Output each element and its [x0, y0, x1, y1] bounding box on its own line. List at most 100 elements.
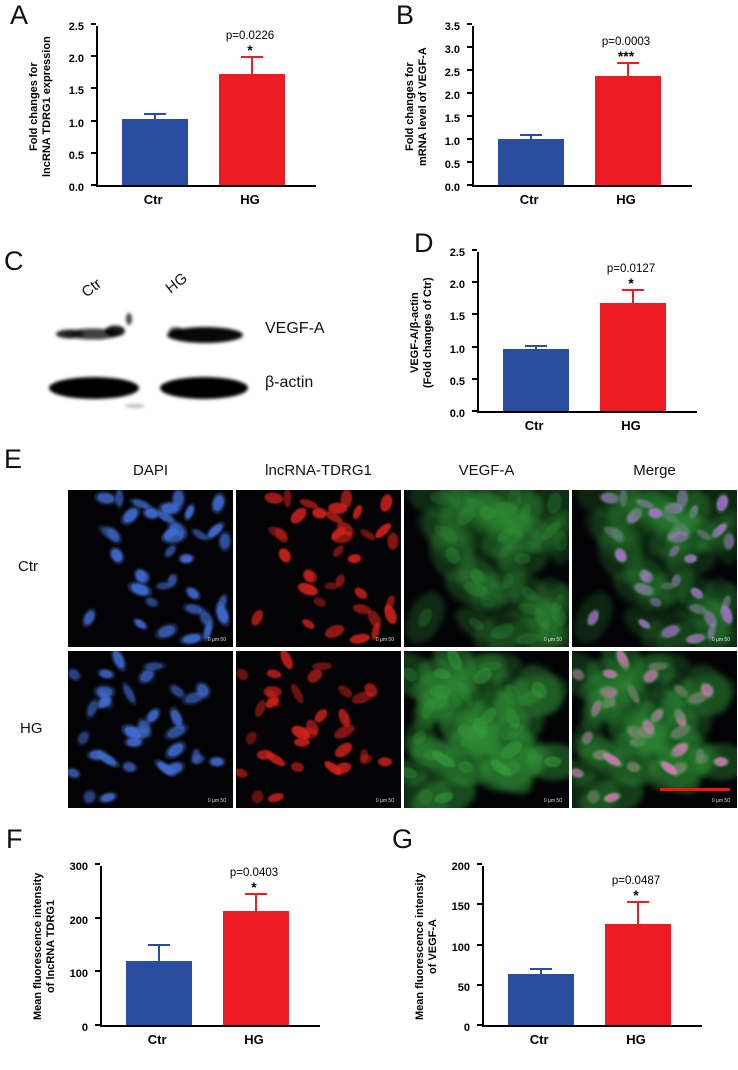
- y-tick-mark: [472, 345, 477, 348]
- panel-E-letter: E: [4, 444, 24, 474]
- bar-ctr: [508, 974, 575, 1025]
- bar-hg: [223, 911, 289, 1025]
- svg-text:0 µm 50: 0 µm 50: [376, 798, 394, 804]
- y-tick-label: 2.0: [444, 90, 460, 102]
- y-tick-mark: [472, 313, 477, 316]
- svg-text:0 µm 50: 0 µm 50: [712, 798, 730, 804]
- plot-area: [477, 863, 702, 1027]
- error-bar-stem: [154, 114, 157, 122]
- y-tick-mark: [477, 983, 482, 986]
- column-header-dapi: DAPI: [132, 462, 168, 479]
- significance-stars: ***: [617, 48, 635, 65]
- p-value-label: p=0.0403: [229, 866, 279, 879]
- y-tick-label: 3.5: [444, 21, 460, 33]
- y-tick-mark: [467, 115, 472, 117]
- significance-stars: *: [628, 274, 634, 291]
- panel-D-letter: D: [414, 228, 435, 258]
- y-tick-label: 0.0: [444, 182, 460, 194]
- significance-stars: *: [247, 41, 253, 58]
- x-category-label: Ctr: [524, 418, 544, 433]
- y-tick-mark: [467, 92, 472, 94]
- micro-image-hg-vegfa: 0 µm 50: [404, 651, 569, 808]
- y-tick-mark: [91, 151, 96, 154]
- bar-chart-vegfa-mrna: Fold changes for mRNA level of VEGF-A 0.0 0…: [400, 10, 720, 215]
- micro-image-hg-merge: 0 µm 50: [572, 651, 737, 808]
- error-bar-stem: [251, 57, 253, 77]
- svg-text:0 µm 50: 0 µm 50: [544, 637, 562, 643]
- row-label-hg: HG: [20, 720, 43, 737]
- y-tick-mark: [477, 903, 482, 906]
- bar-ctr: [122, 119, 189, 185]
- y-tick-mark: [95, 970, 100, 973]
- panel-A-letter: A: [10, 0, 30, 30]
- panel-G-letter: G: [392, 824, 415, 854]
- row-label-ctr: Ctr: [18, 558, 38, 575]
- bar-hg: [605, 924, 671, 1025]
- x-category-label: HG: [244, 1032, 264, 1047]
- error-bar-stem: [627, 64, 629, 78]
- error-bar-stem: [255, 894, 257, 914]
- y-tick-label: 1.5: [449, 311, 465, 324]
- significance-stars: *: [633, 886, 639, 903]
- y-tick-label: 300: [69, 861, 88, 873]
- y-tick-label: 1.5: [444, 113, 460, 125]
- y-axis-label: VEGF-A/β-actin (Fold changes of Ctr): [409, 277, 435, 388]
- error-bar-stem: [540, 970, 543, 977]
- western-blot-image: [49, 313, 248, 408]
- red-scale-bar: [660, 788, 730, 791]
- y-tick-label: 2.5: [68, 21, 84, 33]
- y-axis-label: Fold changes for lncRNA TDRG1 expression: [28, 36, 54, 177]
- svg-text:0 µm 50: 0 µm 50: [712, 637, 730, 643]
- bar-ctr: [498, 139, 565, 185]
- y-tick-mark: [477, 1024, 482, 1026]
- x-category-label: Ctr: [143, 192, 163, 207]
- error-bar-cap: [622, 288, 644, 291]
- y-tick-mark: [95, 1024, 100, 1026]
- y-tick-mark: [477, 863, 482, 865]
- error-bar-stem: [535, 346, 538, 351]
- bar-ctr: [503, 348, 570, 411]
- y-tick-label: 0.0: [449, 408, 465, 420]
- bar-chart-fluorescence-tdrg1: Mean fluorescence intensity of lncRNA TDR…: [28, 850, 348, 1055]
- y-tick-label: 200: [451, 861, 470, 873]
- y-tick-label: 0: [463, 1022, 470, 1034]
- y-tick-label: 2.5: [444, 67, 460, 79]
- y-tick-label: 200: [69, 914, 88, 927]
- y-tick-mark: [95, 863, 100, 865]
- y-tick-label: 0.0: [68, 182, 84, 194]
- error-bar-cap: [241, 55, 263, 58]
- bar-ctr: [126, 960, 193, 1025]
- y-axis-label: Mean fluorescence intensity of lncRNA TDR…: [32, 872, 58, 1021]
- error-bar-cap: [144, 112, 167, 115]
- column-header-vegfa: VEGF-A: [458, 462, 515, 479]
- error-bar-stem: [530, 136, 533, 141]
- p-value-label: p=0.0127: [606, 262, 656, 275]
- error-bar-stem: [632, 290, 634, 306]
- error-bar-cap: [627, 900, 649, 903]
- error-bar-cap: [530, 968, 553, 971]
- error-bar-cap: [617, 62, 639, 65]
- y-tick-mark: [472, 249, 477, 251]
- plot-area: [95, 863, 320, 1027]
- plot-area: [472, 249, 697, 413]
- error-bar-stem: [637, 902, 639, 927]
- y-tick-mark: [91, 87, 96, 90]
- y-tick-mark: [467, 161, 472, 163]
- y-tick-label: 2.0: [449, 279, 465, 292]
- error-bar-cap: [520, 134, 543, 137]
- y-tick-label: 1.5: [68, 85, 84, 98]
- y-tick-mark: [95, 916, 100, 919]
- column-header-tdrg1: lncRNA-TDRG1: [265, 462, 372, 479]
- y-tick-mark: [91, 55, 96, 58]
- y-tick-label: 2.0: [68, 53, 84, 66]
- x-category-label: HG: [621, 418, 641, 433]
- svg-text:0 µm 50: 0 µm 50: [208, 637, 226, 643]
- x-category-label: HG: [240, 192, 260, 207]
- panel-C-letter: C: [4, 246, 25, 276]
- error-bar-stem: [158, 945, 161, 963]
- micro-image-ctr-tdrg1: 0 µm 50: [236, 490, 401, 647]
- y-tick-label: 150: [451, 901, 470, 914]
- bar-hg: [595, 75, 661, 185]
- plot-area: [91, 23, 316, 187]
- y-tick-mark: [91, 23, 96, 25]
